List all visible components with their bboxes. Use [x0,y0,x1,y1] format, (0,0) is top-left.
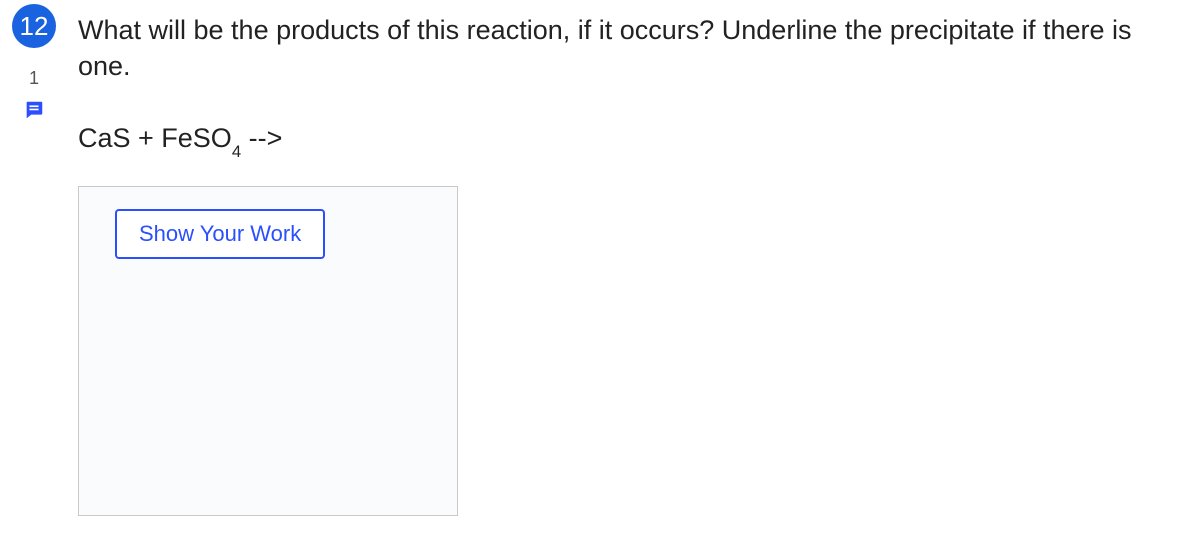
question-number-badge: 12 [12,4,56,48]
question-content: What will be the products of this reacti… [78,6,1190,516]
reaction-equation: CaS + FeSO4 --> [78,123,1190,158]
equation-prefix: CaS + FeSO [78,123,232,153]
question-points: 1 [29,68,39,89]
equation-suffix: --> [241,123,282,153]
equation-subscript: 4 [232,142,241,161]
comment-icon[interactable] [23,99,45,121]
question-container: 12 1 What will be the products of this r… [0,0,1200,537]
show-your-work-button[interactable]: Show Your Work [115,209,325,259]
question-sidebar: 12 1 [6,2,62,121]
answer-work-area[interactable]: Show Your Work [78,186,458,516]
question-prompt: What will be the products of this reacti… [78,12,1190,85]
